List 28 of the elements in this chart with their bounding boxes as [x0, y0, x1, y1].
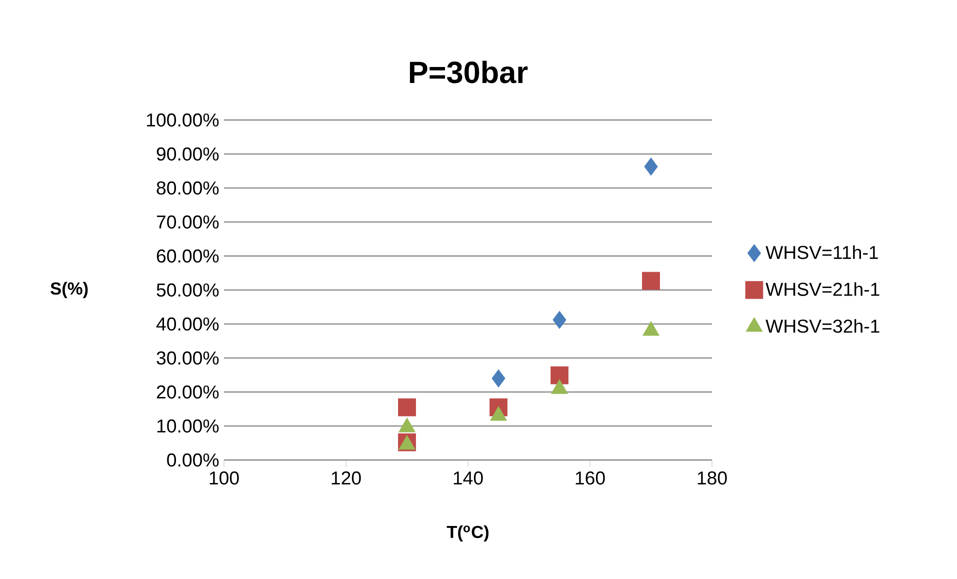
y-tick-label: 70.00% — [156, 215, 219, 229]
point — [398, 398, 416, 416]
point — [550, 366, 568, 384]
x-tick-label: 100 — [210, 471, 239, 485]
y-tick-label: 0.00% — [167, 453, 219, 467]
point — [644, 158, 658, 176]
x-axis-title: T($^{o}$C) — [446, 525, 488, 542]
y-axis-title: S(%) — [50, 282, 88, 298]
legend-label: WHSV=11h-1 — [766, 245, 878, 260]
y-tick-label: 20.00% — [156, 385, 219, 399]
point — [642, 272, 660, 290]
y-tick-label: 90.00% — [156, 147, 219, 161]
x-tick-label: 120 — [332, 471, 361, 485]
y-tick-label: 60.00% — [156, 249, 219, 263]
legend-label: WHSV=32h-1 — [766, 319, 880, 333]
point — [552, 310, 566, 329]
y-tick-label: 40.00% — [156, 317, 219, 331]
x-tick-label: 140 — [454, 471, 483, 485]
y-tick-label: 80.00% — [156, 181, 219, 195]
y-tick-label: 100.00% — [147, 113, 219, 127]
y-tick-label: 10.00% — [157, 419, 219, 433]
y-tick-label: 30.00% — [156, 351, 219, 365]
legend-label: WHSV=21h-1 — [766, 282, 880, 296]
point — [492, 369, 506, 388]
chart-title: P=30bar — [410, 60, 528, 84]
y-tick-label: 50.00% — [156, 283, 219, 297]
x-tick-label: 180 — [698, 471, 727, 485]
x-tick-label: 160 — [576, 471, 605, 485]
